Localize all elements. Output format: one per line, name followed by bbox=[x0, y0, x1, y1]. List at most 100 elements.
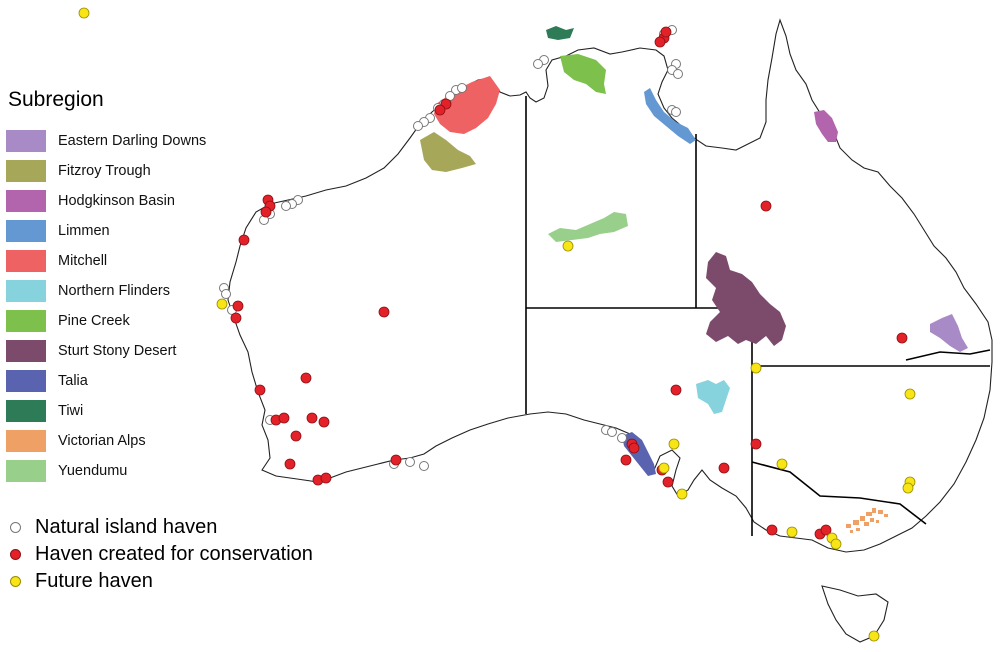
legend-label: Eastern Darling Downs bbox=[58, 133, 207, 149]
haven-legend-future: Future haven bbox=[10, 568, 313, 595]
legend-label: Fitzroy Trough bbox=[58, 163, 151, 179]
future-haven bbox=[786, 526, 798, 538]
natural-island-haven bbox=[533, 59, 543, 69]
legend-item-yuendumu: Yuendumu bbox=[6, 456, 206, 486]
natural-island-havens bbox=[219, 25, 683, 471]
subregions bbox=[420, 26, 968, 533]
legend-swatch bbox=[6, 460, 46, 482]
legend-label: Tiwi bbox=[58, 403, 84, 419]
conservation-haven bbox=[662, 476, 674, 488]
conservation-haven bbox=[290, 430, 302, 442]
natural-island-haven bbox=[607, 427, 617, 437]
legend-swatch bbox=[6, 400, 46, 422]
legend-item-mitchell: Mitchell bbox=[6, 246, 206, 276]
natural-island-haven bbox=[281, 201, 291, 211]
future-haven-marker-icon bbox=[10, 576, 21, 587]
legend-swatch bbox=[6, 160, 46, 182]
legend-label: Victorian Alps bbox=[58, 433, 146, 449]
conservation-haven bbox=[318, 416, 330, 428]
region-northern-flinders bbox=[696, 380, 730, 414]
region-eastern-darling-downs bbox=[930, 314, 968, 352]
conservation-haven bbox=[390, 454, 402, 466]
conservation-haven bbox=[660, 26, 672, 38]
conservation-haven bbox=[670, 384, 682, 396]
legend-label: Talia bbox=[58, 373, 88, 389]
legend-label: Mitchell bbox=[58, 253, 108, 269]
legend-swatch bbox=[6, 220, 46, 242]
region-yuendumu bbox=[548, 212, 628, 242]
legend-swatch bbox=[6, 310, 46, 332]
natural-island-haven bbox=[673, 69, 683, 79]
haven-legend-conservation: Haven created for conservation bbox=[10, 541, 313, 568]
haven-legend-label: Haven created for conservation bbox=[35, 543, 313, 565]
future-havens bbox=[78, 7, 916, 642]
region-victorian-alps bbox=[846, 508, 888, 533]
region-talia bbox=[622, 432, 656, 476]
conservation-haven bbox=[306, 412, 318, 424]
natural-island-haven bbox=[419, 461, 429, 471]
mainland-coastline bbox=[227, 18, 993, 553]
legend-label: Limmen bbox=[58, 223, 110, 239]
future-haven bbox=[830, 538, 842, 550]
conservation-haven bbox=[230, 312, 242, 324]
legend-item-northern-flinders: Northern Flinders bbox=[6, 276, 206, 306]
conservation-haven-marker-icon bbox=[10, 549, 21, 560]
legend-item-limmen: Limmen bbox=[6, 216, 206, 246]
legend-label: Hodgkinson Basin bbox=[58, 193, 175, 209]
region-pine-creek bbox=[560, 54, 606, 94]
conservation-haven bbox=[896, 332, 908, 344]
conservation-haven bbox=[238, 234, 250, 246]
natural-island-haven bbox=[671, 107, 681, 117]
legend-item-pine-creek: Pine Creek bbox=[6, 306, 206, 336]
conservation-haven bbox=[628, 442, 640, 454]
natural-island-haven bbox=[413, 121, 423, 131]
conservation-haven bbox=[820, 524, 832, 536]
region-tiwi bbox=[546, 26, 574, 40]
conservation-haven bbox=[260, 206, 272, 218]
region-sturt-stony-desert bbox=[706, 252, 786, 346]
legend-item-sturt-stony-desert: Sturt Stony Desert bbox=[6, 336, 206, 366]
legend-swatch bbox=[6, 190, 46, 212]
future-haven bbox=[868, 630, 880, 642]
legend-item-eastern-darling-downs: Eastern Darling Downs bbox=[6, 126, 206, 156]
conservation-haven bbox=[300, 372, 312, 384]
conservation-haven bbox=[620, 454, 632, 466]
legend-label: Pine Creek bbox=[58, 313, 130, 329]
legend-item-hodgkinson-basin: Hodgkinson Basin bbox=[6, 186, 206, 216]
future-haven bbox=[902, 482, 914, 494]
legend-swatch bbox=[6, 340, 46, 362]
future-haven bbox=[668, 438, 680, 450]
conservation-haven bbox=[718, 462, 730, 474]
legend-item-talia: Talia bbox=[6, 366, 206, 396]
legend-swatch bbox=[6, 130, 46, 152]
haven-legend-natural: Natural island haven bbox=[10, 514, 313, 541]
conservation-haven bbox=[254, 384, 266, 396]
legend-item-fitzroy-trough: Fitzroy Trough bbox=[6, 156, 206, 186]
legend-swatch bbox=[6, 280, 46, 302]
legend-label: Northern Flinders bbox=[58, 283, 171, 299]
legend-label: Sturt Stony Desert bbox=[58, 343, 177, 359]
tasmania bbox=[821, 585, 889, 643]
legend-swatch bbox=[6, 250, 46, 272]
legend-item-victorian-alps: Victorian Alps bbox=[6, 426, 206, 456]
legend-swatch bbox=[6, 370, 46, 392]
future-haven bbox=[750, 362, 762, 374]
conservation-haven bbox=[278, 412, 290, 424]
conservation-haven bbox=[750, 438, 762, 450]
subregion-legend: Eastern Darling Downs Fitzroy Trough Hod… bbox=[6, 126, 206, 486]
conservation-haven bbox=[232, 300, 244, 312]
conservation-haven bbox=[760, 200, 772, 212]
conservation-haven bbox=[284, 458, 296, 470]
haven-legend: Natural island haven Haven created for c… bbox=[10, 514, 313, 595]
future-haven bbox=[904, 388, 916, 400]
future-haven bbox=[216, 298, 228, 310]
region-fitzroy-trough bbox=[420, 132, 476, 172]
natural-island-haven bbox=[617, 433, 627, 443]
natural-island-haven bbox=[221, 289, 231, 299]
conservation-haven bbox=[766, 524, 778, 536]
conservation-haven bbox=[320, 472, 332, 484]
haven-legend-label: Natural island haven bbox=[35, 516, 218, 538]
conservation-havens bbox=[230, 26, 908, 540]
conservation-haven bbox=[434, 104, 446, 116]
future-haven bbox=[776, 458, 788, 470]
